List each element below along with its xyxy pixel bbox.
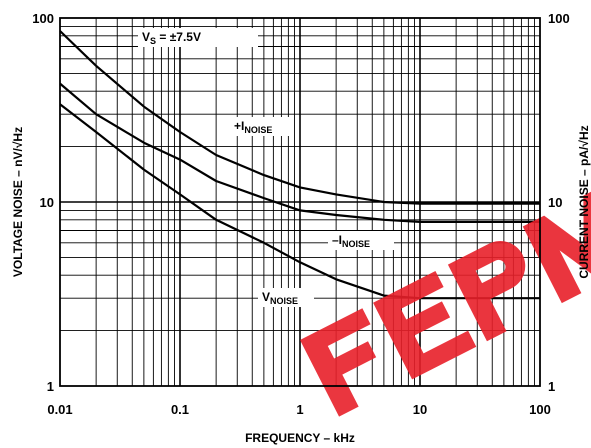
y-tick-label-right: 1 bbox=[548, 379, 555, 394]
watermark-letter-p bbox=[447, 241, 526, 342]
y-tick-label-left: 100 bbox=[32, 11, 54, 26]
series-label-minus_i_noise-bg bbox=[328, 231, 394, 250]
watermark-shapes bbox=[300, 184, 591, 417]
x-tick-label: 10 bbox=[413, 402, 427, 417]
plot-frame bbox=[59, 17, 541, 387]
series-curves bbox=[59, 30, 540, 300]
x-tick-label: 100 bbox=[529, 402, 551, 417]
x-tick-label: 0.01 bbox=[47, 402, 72, 417]
series-label-v_noise-bg bbox=[258, 288, 314, 307]
series-line-v_noise bbox=[59, 103, 540, 300]
y-tick-label-right: 100 bbox=[548, 11, 570, 26]
x-tick-label: 0.1 bbox=[171, 402, 189, 417]
series-line-minus_i_noise bbox=[59, 82, 540, 223]
annotations: FREQUENCY – kHz VOLTAGE NOISE – nV/√Hz CUR… bbox=[11, 28, 591, 445]
tick-labels: 0.01 0.1 1 10 100 1 10 100 1 10 100 bbox=[32, 11, 569, 417]
x-axis-label: FREQUENCY – kHz bbox=[245, 431, 355, 445]
y-tick-label-left: 10 bbox=[40, 195, 54, 210]
condition-label: VS = ±7.5V bbox=[142, 30, 201, 46]
condition-label-bg bbox=[138, 28, 258, 47]
watermark-logo bbox=[300, 184, 591, 417]
y-axis-label-right: CURRENT NOISE – pA/√Hz bbox=[577, 125, 591, 278]
series-label-plus_i_noise: +INOISE bbox=[234, 119, 272, 135]
y-tick-label-right: 10 bbox=[548, 195, 562, 210]
y-tick-label-left: 1 bbox=[47, 379, 54, 394]
series-label-plus_i_noise-bg bbox=[230, 117, 294, 136]
watermark-letter-m bbox=[522, 184, 591, 304]
series-line-plus_i_noise bbox=[59, 30, 540, 205]
y-axis-label-left: VOLTAGE NOISE – nV/√Hz bbox=[11, 127, 25, 277]
x-tick-label: 1 bbox=[296, 402, 303, 417]
watermark-letter-f bbox=[300, 308, 377, 417]
watermark-letter-e bbox=[373, 270, 477, 380]
series-label-v_noise: VNOISE bbox=[262, 290, 298, 306]
series-label-minus_i_noise: –INOISE bbox=[332, 233, 370, 249]
